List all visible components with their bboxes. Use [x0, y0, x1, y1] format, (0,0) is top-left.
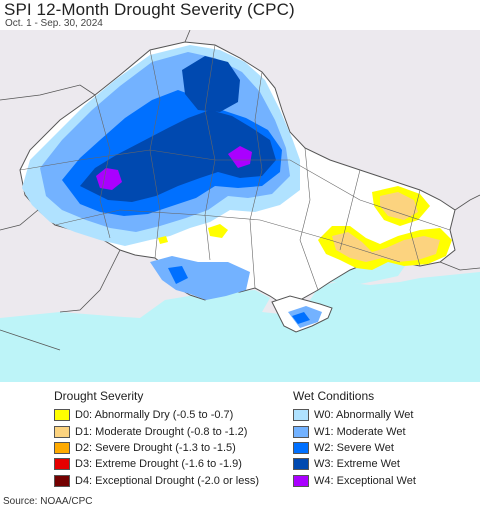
- legend-item-d0: D0: Abnormally Dry (-0.5 to -0.7): [54, 407, 294, 423]
- sea-of-azov: [330, 260, 405, 284]
- legend-item-label: W2: Severe Wet: [314, 441, 394, 454]
- d1-region-northeast: [380, 192, 418, 220]
- wet-legend: Wet Conditions W0: Abnormally Wet W1: Mo…: [293, 389, 473, 489]
- d2-swatch: [54, 441, 70, 454]
- w1-swatch: [293, 425, 309, 438]
- w2-swatch: [293, 441, 309, 454]
- legend-item-label: W1: Moderate Wet: [314, 425, 406, 438]
- d0-swatch: [54, 409, 70, 422]
- w3-swatch: [293, 458, 309, 471]
- map-title: SPI 12-Month Drought Severity (CPC): [4, 0, 295, 19]
- drought-map: [0, 30, 480, 382]
- drought-legend: Drought Severity D0: Abnormally Dry (-0.…: [54, 389, 294, 489]
- legend-item-label: W0: Abnormally Wet: [314, 409, 414, 422]
- legend-item-w1: W1: Moderate Wet: [293, 423, 473, 439]
- wet-legend-heading: Wet Conditions: [293, 389, 375, 403]
- d0-region-south-central: [158, 236, 168, 244]
- legend-item-label: W4: Exceptional Wet: [314, 474, 416, 487]
- legend-item-label: D4: Exceptional Drought (-2.0 or less): [75, 474, 260, 487]
- d1-swatch: [54, 425, 70, 438]
- w3-region-northeast: [182, 56, 240, 112]
- black-sea: [0, 272, 480, 382]
- w2-region-southwest: [168, 266, 188, 284]
- legend-item-label: W3: Extreme Wet: [314, 458, 400, 471]
- legend-item-label: D0: Abnormally Dry (-0.5 to -0.7): [75, 409, 234, 422]
- legend-item-d4: D4: Exceptional Drought (-2.0 or less): [54, 473, 294, 489]
- d4-swatch: [54, 474, 70, 487]
- legend-item-w0: W0: Abnormally Wet: [293, 407, 473, 423]
- d0-region-central: [208, 224, 228, 238]
- country-borders: [0, 30, 480, 351]
- legend-item-w3: W3: Extreme Wet: [293, 456, 473, 472]
- w3-region-north: [80, 110, 276, 202]
- w2-region-crimea: [292, 312, 310, 324]
- legend-item-label: D2: Severe Drought (-1.3 to -1.5): [75, 441, 236, 454]
- w4-swatch: [293, 474, 309, 487]
- w0-swatch: [293, 409, 309, 422]
- d1-region-east: [332, 232, 440, 262]
- date-range-subtitle: Oct. 1 - Sep. 30, 2024: [5, 18, 103, 29]
- oblast-borders: [19, 44, 451, 291]
- legend-item-d3: D3: Extreme Drought (-1.6 to -1.9): [54, 456, 294, 472]
- legend-item-d2: D2: Severe Drought (-1.3 to -1.5): [54, 440, 294, 456]
- source-credit: Source: NOAA/CPC: [3, 496, 93, 507]
- d3-swatch: [54, 458, 70, 471]
- legend-item-d1: D1: Moderate Drought (-0.8 to -1.2): [54, 423, 294, 439]
- w4-region-west: [96, 168, 122, 190]
- legend-item-label: D1: Moderate Drought (-0.8 to -1.2): [75, 425, 248, 438]
- legend-item-w2: W2: Severe Wet: [293, 440, 473, 456]
- legend-item-label: D3: Extreme Drought (-1.6 to -1.9): [75, 458, 242, 471]
- w4-region-north: [228, 146, 252, 168]
- legend-item-w4: W4: Exceptional Wet: [293, 473, 473, 489]
- drought-legend-heading: Drought Severity: [54, 389, 144, 403]
